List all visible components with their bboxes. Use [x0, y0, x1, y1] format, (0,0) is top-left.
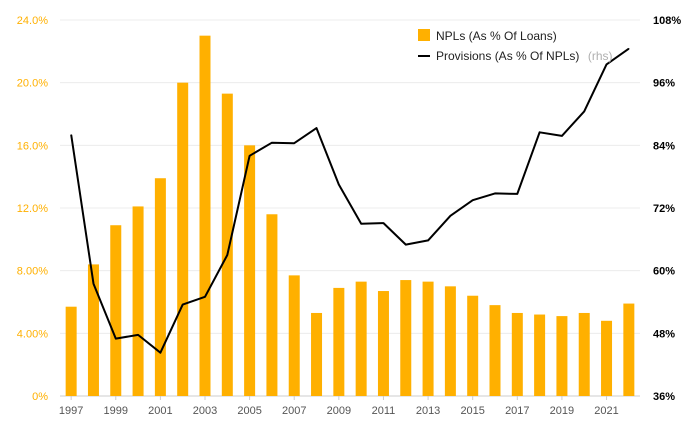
provisions-point-2012 — [405, 243, 407, 246]
provisions-point-2004 — [226, 254, 228, 256]
provisions-point-2013 — [427, 239, 429, 241]
legend-label-npls: NPLs (As % Of Loans) — [436, 29, 557, 43]
provisions-point-2000 — [137, 334, 139, 336]
npl-bar-2001 — [154, 178, 166, 396]
x-tick-label: 1999 — [104, 405, 128, 417]
x-tick-label: 2005 — [237, 405, 261, 417]
npl-bar-2018 — [534, 314, 546, 396]
provisions-point-2020 — [583, 110, 585, 112]
x-tick-label: 1997 — [59, 405, 83, 417]
npl-bar-2003 — [199, 35, 211, 397]
provisions-point-2001 — [159, 352, 161, 354]
npl-bar-2019 — [556, 316, 568, 396]
provisions-line — [70, 47, 630, 354]
legend-label-provisions: Provisions (As % Of NPLs) (rhs) — [436, 47, 613, 64]
provisions-point-2021 — [605, 63, 608, 65]
left-tick-label: 16.0% — [17, 140, 48, 152]
npl-bar-2015 — [467, 295, 479, 396]
provisions-point-2005 — [249, 155, 251, 157]
npl-bar-2009 — [333, 287, 345, 396]
provisions-point-2011 — [382, 222, 385, 224]
npl-bar-2012 — [400, 280, 412, 396]
right-axis: 36% 48% 60% 72% 84% 96% 108% — [653, 15, 681, 403]
gridlines — [60, 19, 640, 397]
provisions-point-2002 — [182, 304, 184, 306]
provisions-point-2009 — [338, 183, 340, 186]
left-tick-label: 8.00% — [17, 266, 48, 278]
right-tick-label: 36% — [653, 391, 675, 403]
provisions-point-2008 — [315, 127, 318, 129]
npl-bar-2011 — [377, 291, 389, 396]
x-tick-label: 2015 — [460, 405, 484, 417]
x-tick-label: 2007 — [282, 405, 306, 417]
x-tick-label: 2011 — [372, 405, 396, 417]
npl-bar-2008 — [311, 312, 323, 396]
provisions-point-2006 — [271, 142, 273, 144]
npl-bar-2020 — [578, 312, 590, 396]
x-tick-label: 2009 — [327, 405, 351, 417]
provisions-point-1997 — [70, 134, 72, 136]
npl-bar-2017 — [511, 312, 523, 396]
x-axis: 1997 1999 2001 2003 2005 2007 2009 2011 2013 2015… — [59, 396, 619, 417]
x-tick-label: 2013 — [416, 405, 440, 417]
right-tick-label: 96% — [653, 78, 675, 90]
npl-bar-2000 — [132, 206, 144, 396]
x-tick-label: 2003 — [193, 405, 217, 417]
provisions-point-2018 — [539, 131, 541, 133]
x-tick-label: 2001 — [148, 405, 172, 417]
provisions-point-2022 — [628, 48, 630, 50]
left-tick-label: 12.0% — [17, 203, 48, 215]
provisions-point-2007 — [293, 142, 295, 144]
right-tick-label: 72% — [653, 203, 675, 215]
provisions-point-2015 — [472, 199, 474, 201]
legend-swatch-npls — [418, 29, 430, 41]
npl-bar-2013 — [422, 281, 434, 396]
right-tick-label: 84% — [653, 140, 675, 152]
x-tick-label: 2021 — [594, 405, 618, 417]
provisions-point-2016 — [494, 192, 496, 194]
provisions-point-2010 — [360, 223, 362, 225]
legend-rhs-note: (rhs) — [588, 49, 613, 63]
provisions-point-2019 — [561, 135, 563, 137]
legend: NPLs (As % Of Loans) Provisions (As % Of… — [418, 29, 613, 64]
npl-bar-1998 — [87, 264, 99, 396]
npl-bar-1997 — [65, 306, 77, 396]
right-tick-label: 60% — [653, 266, 675, 278]
left-tick-label: 24.0% — [17, 15, 48, 27]
right-tick-label: 108% — [653, 15, 681, 27]
npl-bar-2021 — [601, 320, 613, 396]
npl-bar-2004 — [221, 93, 233, 396]
npl-bar-2014 — [444, 286, 456, 396]
npl-bar-2002 — [177, 82, 189, 397]
npl-bar-series — [65, 35, 635, 397]
x-tick-label: 2017 — [505, 405, 529, 417]
left-tick-label: 4.00% — [17, 328, 48, 340]
left-tick-label: 0% — [32, 391, 48, 403]
legend-label-provisions-text: Provisions (As % Of NPLs) — [436, 49, 579, 63]
npl-bar-1999 — [110, 225, 122, 396]
npl-bar-2005 — [244, 145, 256, 396]
npl-bar-2010 — [355, 281, 367, 396]
npl-bar-2007 — [288, 275, 300, 396]
provisions-point-1998 — [92, 283, 95, 285]
left-axis: 0% 4.00% 8.00% 12.0% 16.0% 20.0% 24.0% — [17, 15, 48, 403]
npl-bar-2022 — [623, 303, 635, 396]
provisions-point-2003 — [204, 296, 206, 298]
npl-bar-2016 — [489, 305, 501, 396]
provisions-line-series — [70, 47, 630, 354]
right-tick-label: 48% — [653, 328, 675, 340]
left-tick-label: 20.0% — [17, 78, 48, 90]
provisions-point-1999 — [115, 337, 117, 340]
x-tick-label: 2019 — [550, 405, 574, 417]
npl-bar-2006 — [266, 214, 278, 396]
provisions-point-2014 — [449, 215, 451, 217]
provisions-point-2017 — [516, 193, 518, 195]
